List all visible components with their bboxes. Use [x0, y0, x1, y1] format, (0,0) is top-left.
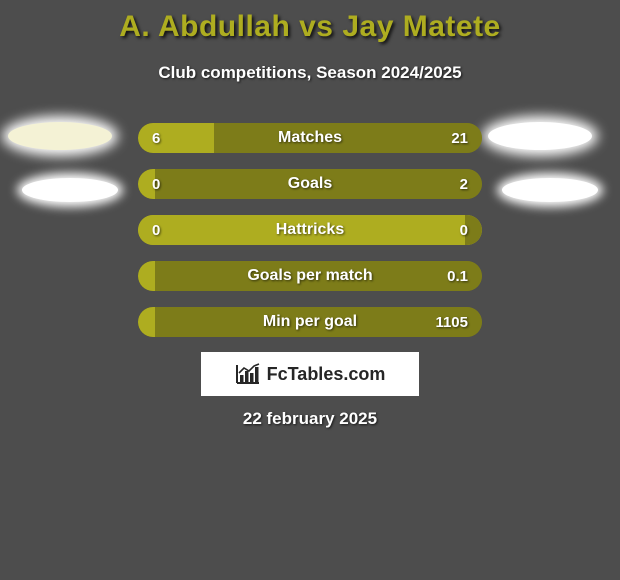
stat-bar-right-value: 0.1	[447, 261, 468, 291]
decorative-ellipse	[502, 178, 598, 202]
page-title: A. Abdullah vs Jay Matete	[0, 10, 620, 44]
logo-text: FcTables.com	[267, 364, 386, 385]
decorative-ellipse	[22, 178, 118, 202]
stat-bar-label: Min per goal	[138, 307, 482, 337]
stat-bar-right-value: 1105	[435, 307, 468, 337]
stat-bar-row: Hattricks0 0	[138, 215, 482, 245]
stat-bar-row: Matches6 21	[138, 123, 482, 153]
decorative-ellipse	[488, 122, 592, 150]
snapshot-date: 22 february 2025	[0, 409, 620, 429]
stat-bar-right-value: 2	[460, 169, 468, 199]
stat-bar-right-value: 0	[460, 215, 468, 245]
comparison-infographic: A. Abdullah vs Jay Matete Club competiti…	[0, 0, 620, 580]
stat-bar-left-value: 0	[152, 215, 160, 245]
chart-icon	[235, 363, 261, 385]
stat-bar-row: Goals per match0.1	[138, 261, 482, 291]
fctables-logo: FcTables.com	[201, 352, 419, 396]
stat-bar-row: Goals0 2	[138, 169, 482, 199]
stat-bar-right-value: 21	[451, 123, 468, 153]
stat-bar-left-value: 6	[152, 123, 160, 153]
stat-bar-label: Goals	[138, 169, 482, 199]
decorative-ellipse	[8, 122, 112, 150]
stat-bar-label: Goals per match	[138, 261, 482, 291]
stat-bar-left-value: 0	[152, 169, 160, 199]
stat-bar-label: Hattricks	[138, 215, 482, 245]
stat-bar-row: Min per goal1105	[138, 307, 482, 337]
stat-bar-label: Matches	[138, 123, 482, 153]
subtitle: Club competitions, Season 2024/2025	[0, 63, 620, 83]
